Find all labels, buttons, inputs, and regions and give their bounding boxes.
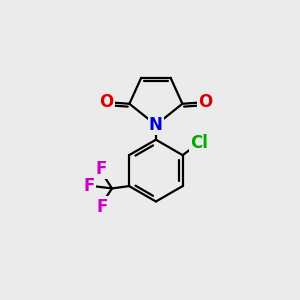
Text: O: O xyxy=(99,93,113,111)
Text: F: F xyxy=(84,177,95,195)
Text: N: N xyxy=(149,116,163,134)
Text: F: F xyxy=(96,198,107,216)
Text: Cl: Cl xyxy=(190,134,208,152)
Text: F: F xyxy=(95,160,106,178)
Text: O: O xyxy=(198,93,212,111)
